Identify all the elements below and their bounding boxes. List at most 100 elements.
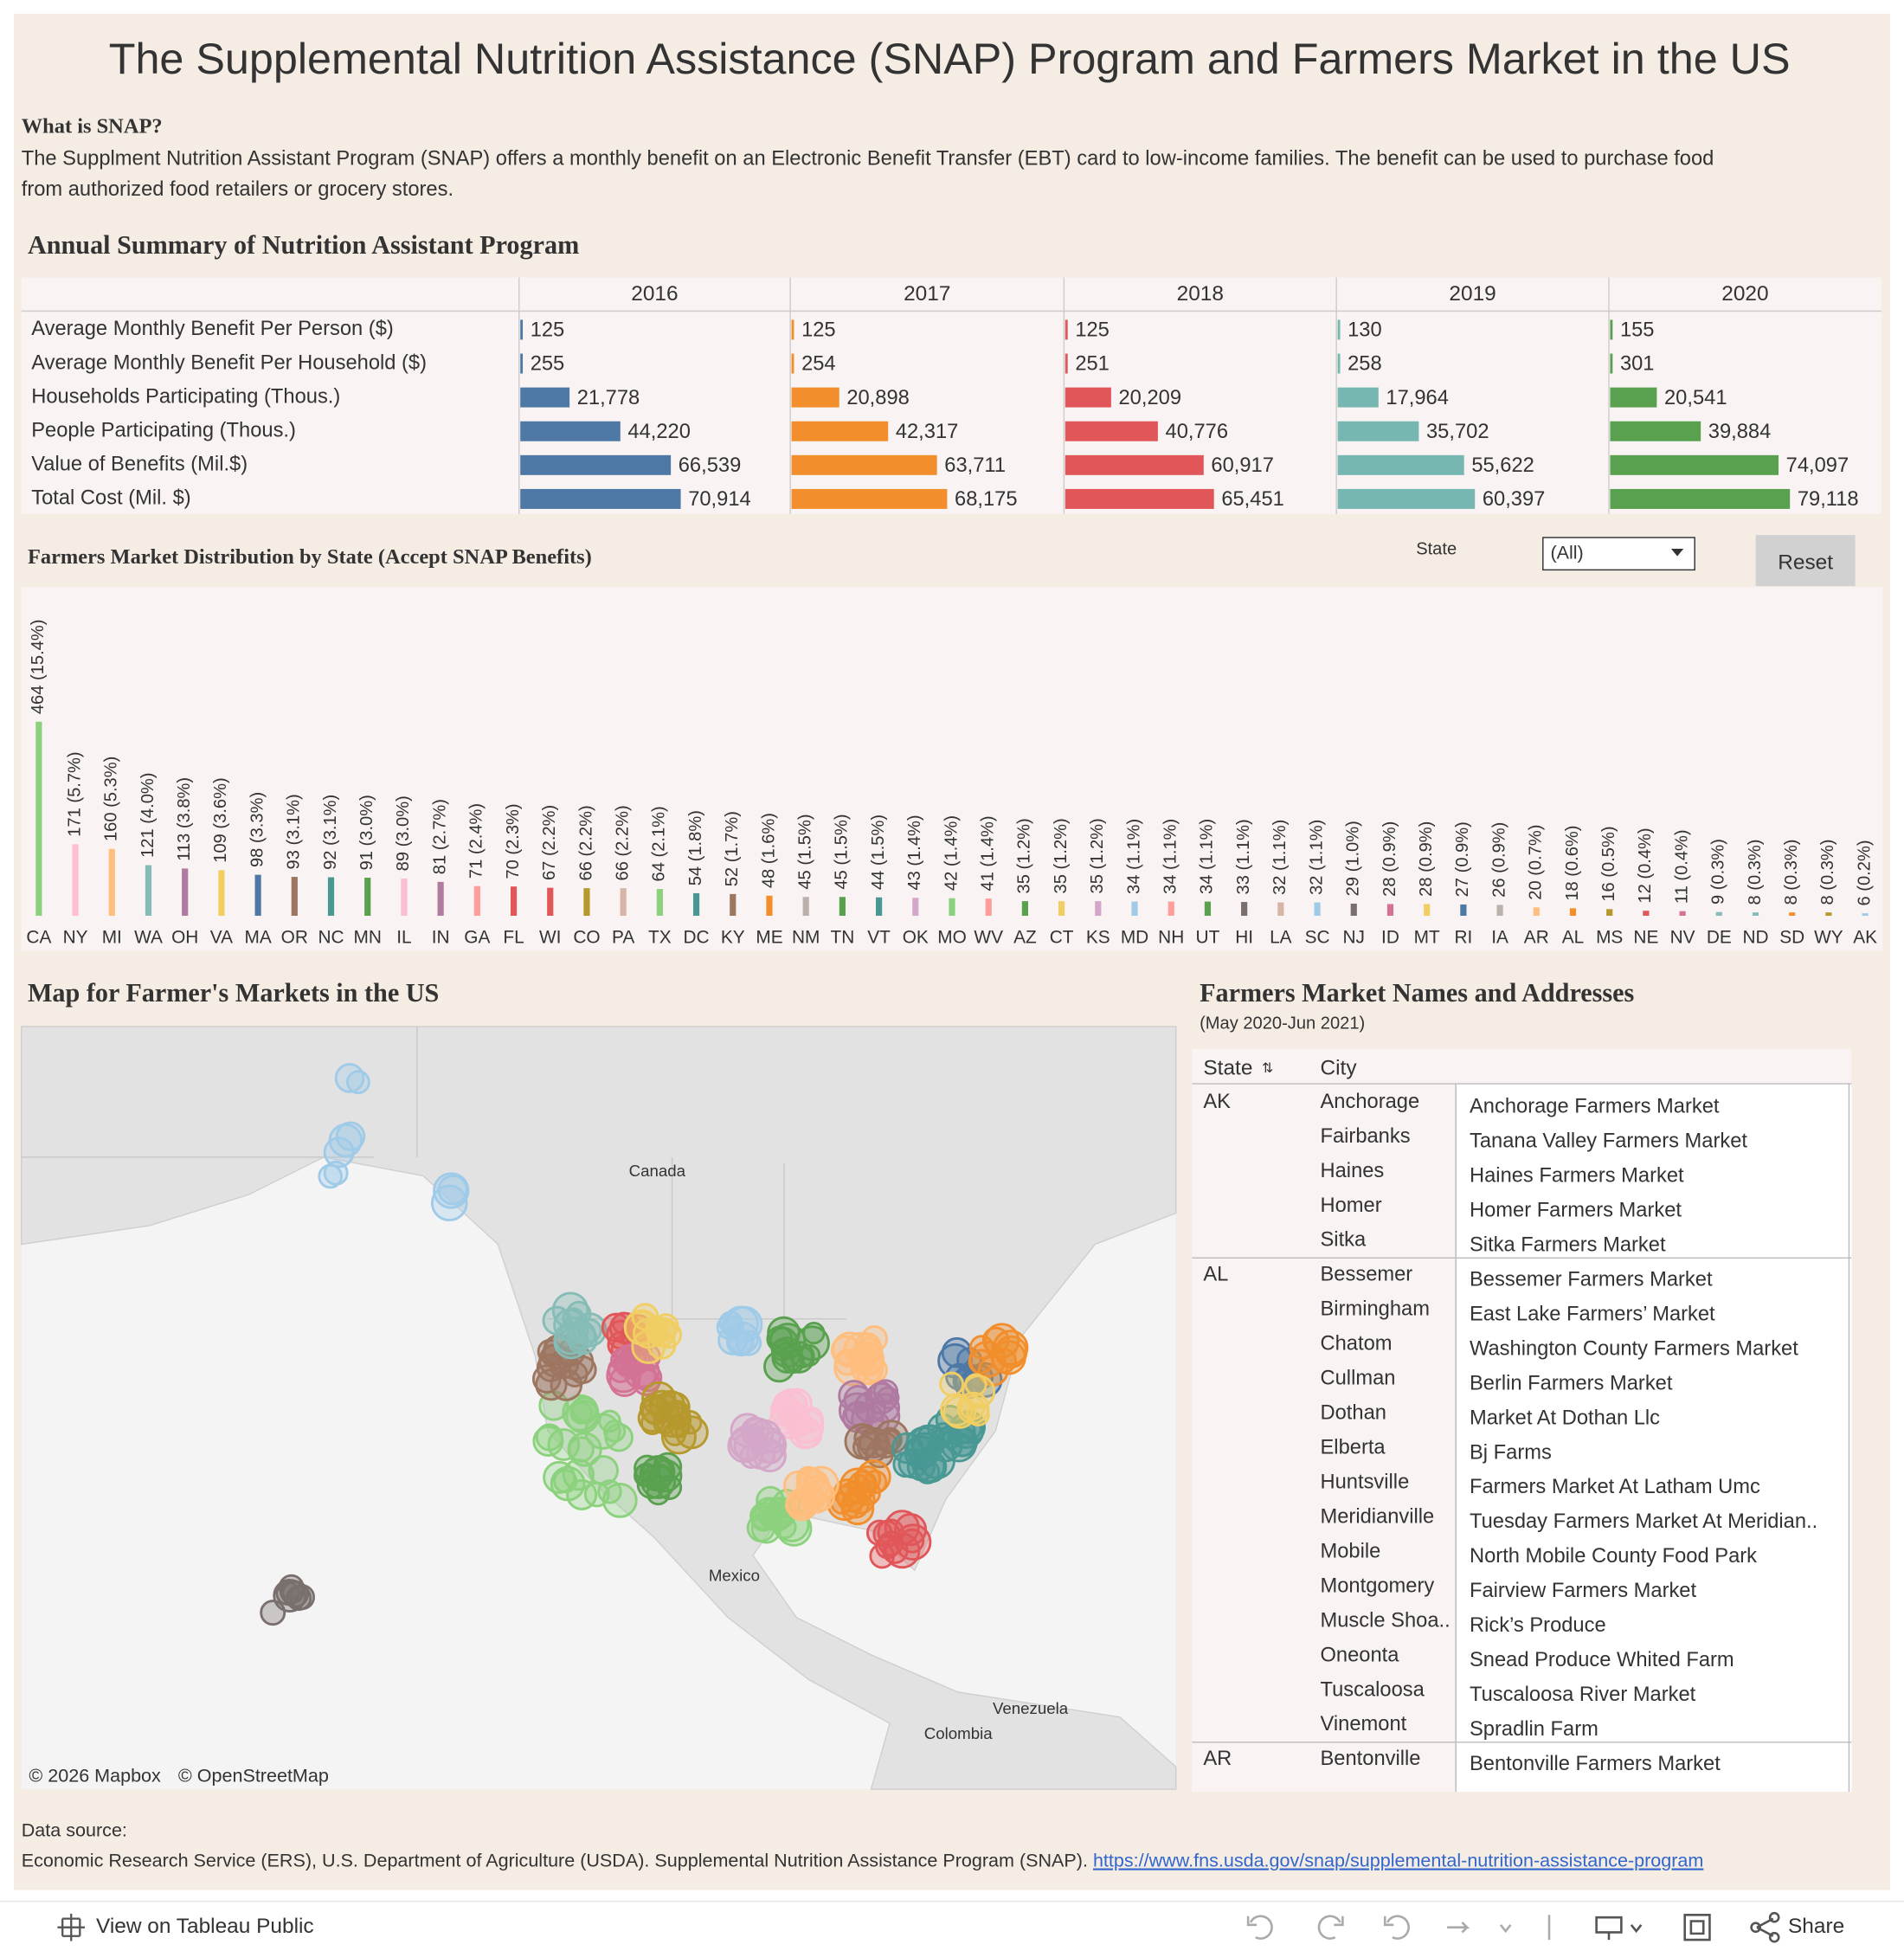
market-marker[interactable] [838,1380,870,1412]
market-marker[interactable] [790,1345,814,1368]
market-cell[interactable]: Homer Farmers Market [1470,1200,1682,1222]
market-marker[interactable] [927,1426,963,1463]
share-button[interactable]: Share [1788,1915,1844,1938]
x-tick-label: NC [318,927,344,947]
market-marker[interactable] [939,1371,965,1397]
market-cell[interactable]: Farmers Market At Latham Umc [1470,1476,1760,1498]
market-marker[interactable] [941,1336,973,1368]
market-marker[interactable] [853,1348,878,1372]
market-cell[interactable]: Bentonville Farmers Market [1470,1753,1721,1775]
market-marker[interactable] [323,1136,355,1169]
market-cell[interactable]: East Lake Farmers’ Market [1470,1303,1715,1325]
market-marker[interactable] [562,1307,585,1330]
market-marker[interactable] [598,1409,621,1433]
market-marker[interactable] [532,1425,564,1457]
market-marker[interactable] [550,1368,583,1401]
market-marker[interactable] [725,1329,754,1356]
value-label: 113 (3.8%) [175,777,194,861]
share-node[interactable] [1768,1911,1780,1923]
market-cell[interactable]: Tuesday Farmers Market At Meridian.. [1470,1510,1817,1533]
market-marker[interactable] [770,1338,794,1362]
market-marker[interactable] [798,1466,826,1494]
market-marker[interactable] [870,1393,901,1423]
reset-button[interactable]: Reset [1755,535,1856,587]
market-marker[interactable] [843,1385,872,1414]
reset-box[interactable] [1755,535,1856,587]
market-marker[interactable] [856,1361,881,1386]
column-header[interactable]: City [1321,1056,1358,1079]
map-attribution[interactable]: © OpenStreetMap [178,1764,329,1786]
market-marker[interactable] [565,1399,601,1434]
market-marker[interactable] [753,1439,787,1473]
market-marker[interactable] [639,1394,670,1424]
market-marker[interactable] [725,1305,763,1343]
market-marker[interactable] [750,1505,777,1532]
download-menu[interactable] [1630,1924,1643,1934]
market-marker[interactable] [656,1474,683,1501]
market-marker[interactable] [852,1434,877,1459]
state-dropdown[interactable]: (All) [1542,537,1695,571]
redo-icon[interactable] [1317,1915,1344,1940]
market-marker[interactable] [877,1426,903,1452]
market-marker[interactable] [631,1330,666,1364]
tableau-icon[interactable] [57,1913,86,1941]
market-marker[interactable] [845,1484,876,1515]
toolbar-icons[interactable] [1246,1911,1780,1943]
share-node[interactable] [1768,1931,1780,1943]
market-marker[interactable] [786,1490,814,1517]
market-marker[interactable] [335,1121,366,1151]
column-header[interactable]: State [1203,1056,1252,1079]
market-cell[interactable]: Snead Produce Whited Farm [1470,1649,1734,1671]
market-marker[interactable] [543,1460,576,1494]
market-marker[interactable] [654,1400,692,1439]
market-cell[interactable]: North Mobile County Food Park [1470,1545,1757,1568]
market-marker[interactable] [653,1452,683,1482]
view-on-tableau[interactable]: View on Tableau Public [96,1915,314,1938]
download-icon[interactable] [1595,1916,1623,1941]
dropdown-box[interactable] [1542,537,1695,571]
market-marker[interactable] [437,1175,468,1206]
market-cell[interactable]: Anchorage Farmers Market [1470,1096,1720,1118]
more-icon[interactable] [1499,1924,1512,1934]
reset-label[interactable]: Reset [1778,551,1833,575]
market-cell[interactable]: Haines Farmers Market [1470,1165,1684,1188]
market-cell[interactable]: Market At Dothan Llc [1470,1407,1660,1429]
market-cell[interactable]: Bj Farms [1470,1441,1552,1464]
market-marker[interactable] [788,1415,822,1450]
footer-link[interactable]: https://www.fns.usda.gov/snap/supplement… [1093,1849,1703,1871]
share-node[interactable] [1750,1922,1761,1934]
undo-icon[interactable] [1246,1915,1273,1940]
market-marker[interactable] [869,1542,896,1569]
x-tick-label: MA [244,927,271,947]
market-cell[interactable]: Sitka Farmers Market [1470,1233,1666,1256]
market-marker[interactable] [278,1574,305,1600]
map-label: Canada [629,1162,686,1180]
market-marker[interactable] [782,1341,815,1374]
dropdown-arrow[interactable] [1670,548,1684,557]
sort-icon[interactable]: ⇅ [1262,1061,1273,1076]
market-marker[interactable] [959,1394,986,1421]
revert-icon[interactable] [1383,1915,1410,1940]
market-marker[interactable] [877,1518,905,1547]
market-cell[interactable]: Spradlin Farm [1470,1718,1598,1741]
dropdown-value[interactable]: (All) [1550,541,1583,563]
value-label: 93 (3.1%) [285,794,304,869]
market-cell[interactable]: Tanana Valley Farmers Market [1470,1130,1747,1153]
market-marker[interactable] [645,1321,669,1345]
market-cell[interactable]: Berlin Farmers Market [1470,1372,1673,1394]
market-marker[interactable] [323,1160,349,1186]
market-cell[interactable]: Fairview Farmers Market [1470,1580,1696,1602]
fullscreen-icon[interactable] [1683,1914,1711,1941]
map-attribution[interactable]: © 2026 Mapbox [29,1764,161,1786]
market-marker[interactable] [897,1448,929,1479]
market-marker[interactable] [273,1579,307,1613]
market-marker[interactable] [334,1063,365,1093]
refresh-icon[interactable] [1447,1922,1470,1934]
market-marker[interactable] [569,1396,598,1425]
market-marker[interactable] [597,1479,622,1504]
tableau-logo[interactable] [57,1913,86,1941]
market-cell[interactable]: Rick’s Produce [1470,1614,1606,1637]
market-cell[interactable]: Tuscaloosa River Market [1470,1684,1696,1706]
market-cell[interactable]: Bessemer Farmers Market [1470,1268,1713,1291]
market-cell[interactable]: Washington County Farmers Market [1470,1337,1798,1360]
